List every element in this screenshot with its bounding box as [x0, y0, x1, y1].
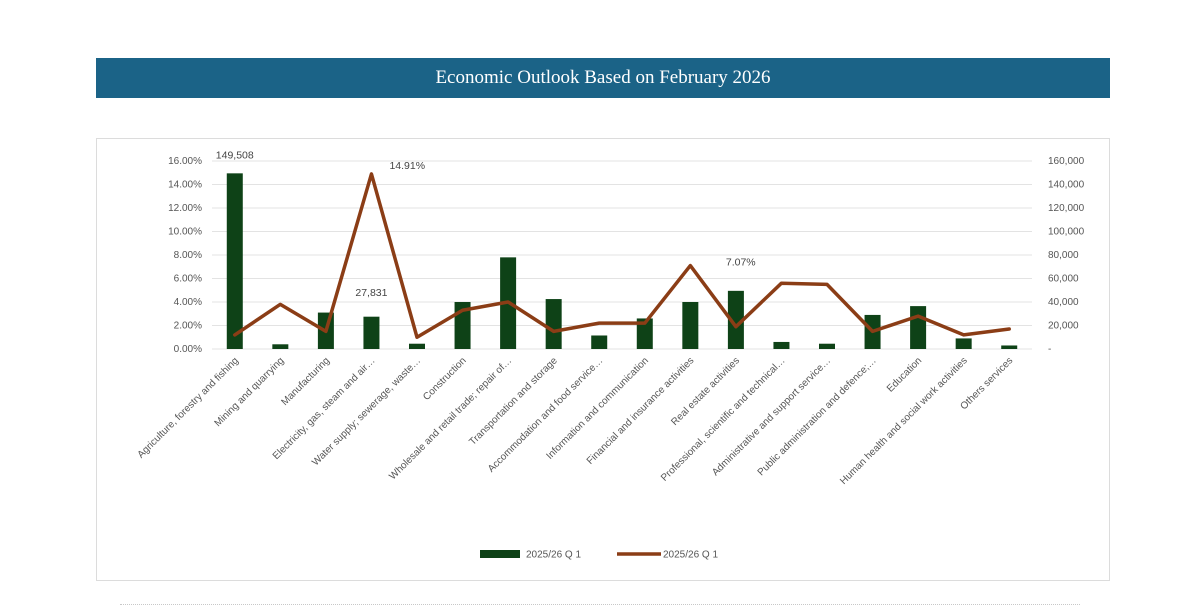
- legend-bar-swatch: [480, 550, 520, 558]
- left-tick-label: 14.00%: [168, 180, 202, 191]
- data-label: 7.07%: [726, 257, 756, 269]
- right-tick-label: 120,000: [1048, 203, 1085, 214]
- bar: [1001, 345, 1018, 349]
- legend-bar-label: 2025/26 Q 1: [526, 550, 581, 561]
- combo-chart: 0.00% 2.00% 4.00% 6.00% 8.00% 10.00% 12.00% 14.…: [136, 150, 1085, 561]
- right-tick-label: 100,000: [1048, 227, 1085, 238]
- right-tick-label: 160,000: [1048, 156, 1085, 167]
- bar: [226, 173, 243, 349]
- bar: [819, 343, 835, 349]
- category-label: Education: [885, 355, 924, 394]
- data-label: 14.91%: [389, 160, 425, 172]
- footer-divider: [120, 604, 1080, 606]
- left-tick-label: 10.00%: [168, 227, 202, 238]
- bar: [545, 299, 562, 349]
- bar: [363, 316, 380, 349]
- left-tick-label: 16.00%: [168, 156, 202, 167]
- bar: [591, 335, 608, 349]
- bar: [409, 343, 425, 349]
- chart-card: 0.00% 2.00% 4.00% 6.00% 8.00% 10.00% 12.00% 14.…: [96, 138, 1110, 581]
- bar: [955, 338, 972, 349]
- data-label: 149,508: [216, 150, 254, 162]
- bar: [773, 341, 790, 349]
- left-tick-label: 0.00%: [174, 344, 202, 355]
- right-tick-label: 20,000: [1048, 321, 1079, 332]
- report-title-banner: Economic Outlook Based on February 2026: [96, 58, 1110, 98]
- left-tick-label: 6.00%: [174, 274, 202, 285]
- left-tick-label: 2.00%: [174, 321, 202, 332]
- left-tick-label: 4.00%: [174, 297, 202, 308]
- bar: [682, 302, 699, 349]
- data-label: 27,831: [355, 287, 387, 299]
- bar: [910, 306, 927, 349]
- legend-line-label: 2025/26 Q 1: [663, 550, 718, 561]
- bar: [272, 344, 289, 349]
- right-tick-label: 40,000: [1048, 297, 1079, 308]
- right-tick-label: 80,000: [1048, 250, 1079, 261]
- report-title: Economic Outlook Based on February 2026: [435, 67, 771, 88]
- bar: [727, 290, 744, 349]
- category-label: Transportation and storage: [467, 355, 560, 448]
- right-tick-label: -: [1048, 344, 1051, 355]
- category-label: Construction: [421, 355, 468, 402]
- line-series: [233, 172, 1011, 339]
- bar: [636, 318, 653, 349]
- right-tick-label: 60,000: [1048, 274, 1079, 285]
- left-tick-label: 12.00%: [168, 203, 202, 214]
- right-tick-label: 140,000: [1048, 180, 1085, 191]
- left-tick-label: 8.00%: [174, 250, 202, 261]
